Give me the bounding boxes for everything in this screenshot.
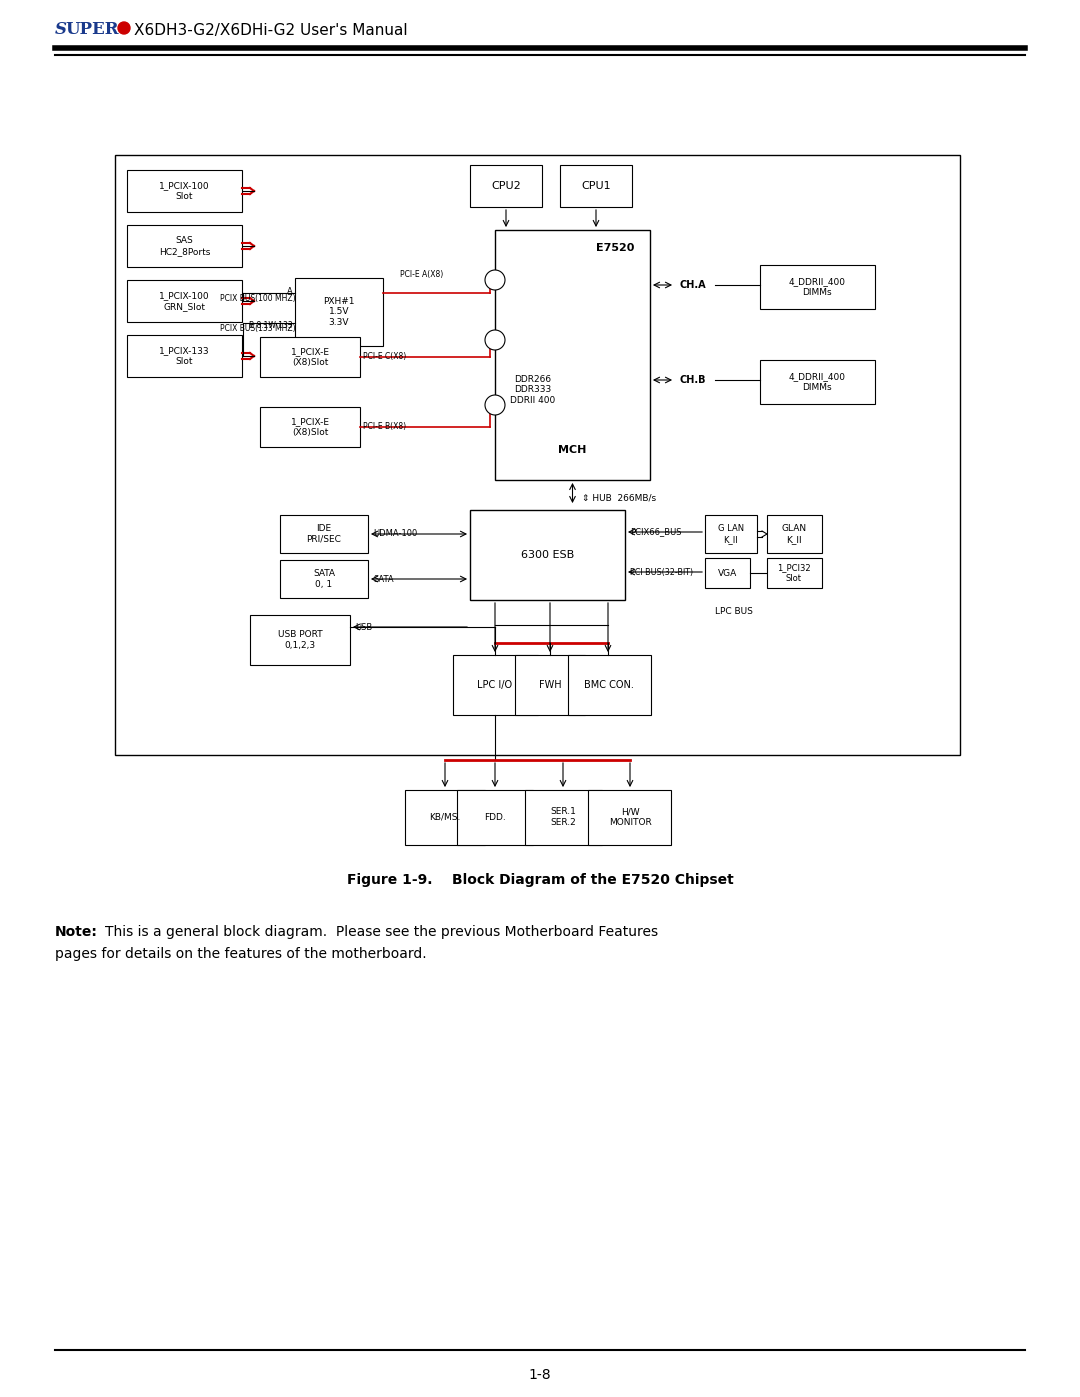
Text: PCIX BUS(100 MHZ): PCIX BUS(100 MHZ) — [220, 293, 296, 303]
Bar — [249, 615, 350, 665]
Text: KB/MS.: KB/MS. — [430, 813, 461, 821]
Circle shape — [485, 395, 505, 415]
Text: PCI-E A(X8): PCI-E A(X8) — [400, 271, 443, 279]
Text: E7520: E7520 — [596, 243, 634, 253]
Text: DDR266
DDR333
DDRII 400: DDR266 DDR333 DDRII 400 — [510, 376, 555, 405]
Bar — [127, 170, 242, 212]
Bar — [767, 515, 822, 553]
Text: CH.B: CH.B — [680, 374, 706, 386]
Text: A: A — [287, 286, 293, 296]
Bar — [280, 515, 368, 553]
Text: ⇕ HUB  266MB/s: ⇕ HUB 266MB/s — [582, 493, 657, 503]
Bar — [127, 335, 242, 377]
Bar — [760, 265, 875, 309]
Bar — [114, 155, 960, 754]
Text: PCI-E C(X8): PCI-E C(X8) — [363, 352, 406, 362]
Text: 1_PCIX-E
(X8)Slot: 1_PCIX-E (X8)Slot — [291, 418, 329, 437]
Text: 4_DDRII_400
DIMMs: 4_DDRII_400 DIMMs — [788, 372, 846, 391]
Bar — [588, 789, 671, 845]
Bar — [260, 337, 360, 377]
Text: H/W
MONITOR: H/W MONITOR — [609, 807, 651, 827]
Text: LPC I/O: LPC I/O — [477, 680, 513, 690]
Text: S: S — [55, 21, 67, 39]
Text: 1-8: 1-8 — [529, 1368, 551, 1382]
Bar — [470, 510, 625, 599]
Text: CH.A: CH.A — [680, 279, 706, 291]
Text: PCI BUS(32-BIT): PCI BUS(32-BIT) — [630, 567, 693, 577]
Text: MCH: MCH — [558, 446, 586, 455]
Text: A: A — [491, 401, 499, 409]
Text: UDMA-100: UDMA-100 — [373, 529, 417, 538]
Bar — [470, 165, 542, 207]
Text: C: C — [491, 335, 498, 345]
Text: PXH#1
1.5V
3.3V: PXH#1 1.5V 3.3V — [323, 298, 354, 327]
Text: B 8.1W 133: B 8.1W 133 — [249, 320, 293, 330]
Text: VGA: VGA — [718, 569, 738, 577]
Text: CPU2: CPU2 — [491, 182, 521, 191]
Text: USB: USB — [355, 623, 373, 631]
Text: This is a general block diagram.  Please see the previous Motherboard Features: This is a general block diagram. Please … — [105, 925, 658, 939]
Bar — [405, 789, 485, 845]
Text: 1_PCIX-133
Slot: 1_PCIX-133 Slot — [159, 346, 210, 366]
Bar — [453, 655, 538, 715]
Bar — [280, 560, 368, 598]
Bar — [495, 231, 650, 481]
Text: PCI-E B(X8): PCI-E B(X8) — [363, 422, 406, 432]
Text: LPC BUS: LPC BUS — [715, 608, 753, 616]
Bar — [705, 515, 757, 553]
Circle shape — [485, 330, 505, 351]
Text: BMC CON.: BMC CON. — [584, 680, 634, 690]
Text: X6DH3-G2/X6DHi-G2 User's Manual: X6DH3-G2/X6DHi-G2 User's Manual — [134, 22, 407, 38]
Text: pages for details on the features of the motherboard.: pages for details on the features of the… — [55, 947, 427, 961]
Circle shape — [485, 270, 505, 291]
Bar — [127, 225, 242, 267]
Text: IDE
PRI/SEC: IDE PRI/SEC — [307, 524, 341, 543]
Text: 6300 ESB: 6300 ESB — [521, 550, 575, 560]
Bar — [295, 278, 383, 346]
Text: 4_DDRII_400
DIMMs: 4_DDRII_400 DIMMs — [788, 277, 846, 296]
Text: 1_PCIX-100
GRN_Slot: 1_PCIX-100 GRN_Slot — [159, 292, 210, 310]
Bar — [525, 789, 602, 845]
Bar — [127, 279, 242, 321]
Text: SER.1
SER.2: SER.1 SER.2 — [550, 807, 576, 827]
Text: B: B — [491, 275, 499, 285]
Text: SAS
HC2_8Ports: SAS HC2_8Ports — [159, 236, 211, 256]
Text: G LAN
K_II: G LAN K_II — [718, 524, 744, 543]
Text: Figure 1-9.    Block Diagram of the E7520 Chipset: Figure 1-9. Block Diagram of the E7520 C… — [347, 873, 733, 887]
Bar — [515, 655, 585, 715]
Text: FWH: FWH — [539, 680, 562, 690]
Bar — [760, 360, 875, 404]
Text: Note:: Note: — [55, 925, 98, 939]
Bar — [561, 165, 632, 207]
Text: 1_PCIX-100
Slot: 1_PCIX-100 Slot — [159, 182, 210, 201]
Text: SATA
0, 1: SATA 0, 1 — [313, 570, 335, 588]
Text: 1_PCIX-E
(X8)Slot: 1_PCIX-E (X8)Slot — [291, 348, 329, 366]
Text: 1_PCI32
Slot: 1_PCI32 Slot — [778, 563, 811, 583]
Text: PCIX66_BUS: PCIX66_BUS — [630, 528, 681, 536]
Text: GLAN
K_II: GLAN K_II — [782, 524, 807, 543]
Circle shape — [118, 22, 130, 34]
Bar — [457, 789, 534, 845]
Text: USB PORT
0,1,2,3: USB PORT 0,1,2,3 — [278, 630, 322, 650]
Text: CPU1: CPU1 — [581, 182, 611, 191]
Bar — [705, 557, 750, 588]
Text: PCIX BUS(133 MHZ): PCIX BUS(133 MHZ) — [220, 324, 296, 332]
Bar — [568, 655, 651, 715]
Bar — [260, 407, 360, 447]
Text: FDD.: FDD. — [484, 813, 505, 821]
Text: UPER: UPER — [65, 21, 119, 39]
Bar — [767, 557, 822, 588]
Text: SATA: SATA — [373, 574, 393, 584]
